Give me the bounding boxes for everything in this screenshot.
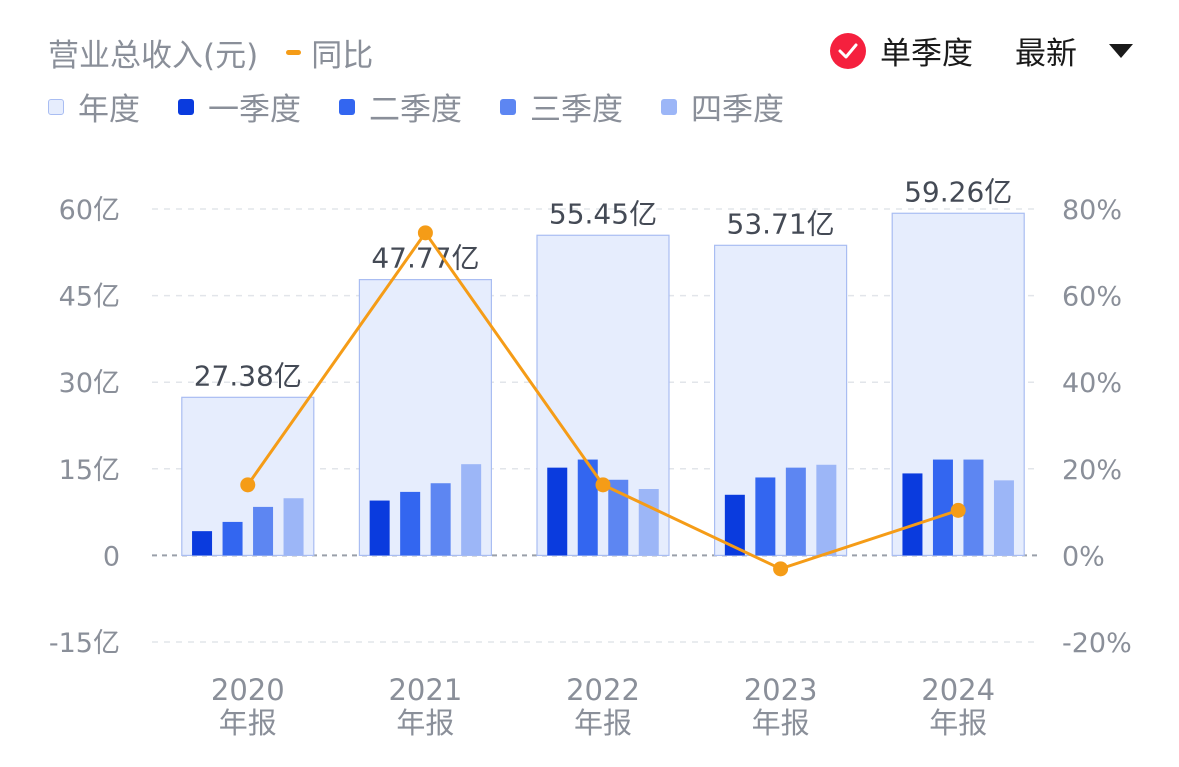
single-quarter-toggle[interactable]: 单季度 — [880, 36, 973, 72]
legend-item-q1[interactable]: 一季度 — [178, 84, 301, 129]
y-left-tick-label: -15亿 — [49, 628, 120, 659]
yoy-point — [417, 225, 433, 241]
x-tick-label-type: 年报 — [752, 706, 810, 740]
annual-value-label: 55.45亿 — [549, 197, 657, 230]
yoy-point — [950, 502, 966, 518]
legend-label-q4: 四季度 — [691, 92, 784, 128]
y-left-tick-label: 0 — [103, 541, 120, 572]
x-tick-label-type: 年报 — [929, 706, 987, 740]
latest-dropdown-label: 最新 — [1015, 36, 1077, 72]
quarter-bar-q1 — [369, 500, 390, 556]
legend-label-q2: 二季度 — [369, 92, 462, 128]
chart-controls: 单季度 最新 — [830, 28, 1133, 73]
annual-value-label: 27.38亿 — [194, 359, 302, 392]
quarter-bar-q4 — [283, 498, 304, 556]
quarter-bar-q2 — [577, 459, 598, 556]
x-tick-label-type: 年报 — [574, 706, 632, 740]
x-tick-label-year: 2024 — [921, 673, 995, 707]
legend-swatch-q4 — [661, 98, 677, 115]
legend-label-q3: 三季度 — [530, 92, 623, 128]
quarter-bar-q1 — [902, 473, 923, 556]
y-right-tick-label: 80% — [1062, 195, 1122, 226]
quarter-bar-q2 — [932, 459, 953, 556]
quarter-bar-q3 — [608, 479, 629, 556]
quarter-bar-q1 — [192, 531, 213, 556]
quarter-bar-q3 — [253, 506, 274, 556]
check-icon[interactable] — [830, 32, 866, 69]
chart-header: 营业总收入(元) 同比 — [48, 30, 373, 75]
quarter-bar-q2 — [400, 491, 421, 556]
y-right-tick-label: 60% — [1062, 282, 1122, 313]
legend-label-annual: 年度 — [78, 92, 140, 128]
legend-item-annual[interactable]: 年度 — [48, 84, 140, 129]
yoy-legend-label: 同比 — [311, 38, 374, 74]
yoy-legend-swatch — [286, 50, 302, 55]
quarter-bar-q4 — [816, 464, 837, 556]
x-tick-label-year: 2022 — [566, 673, 640, 707]
legend-swatch-q3 — [500, 98, 516, 115]
legend-swatch-q1 — [178, 98, 194, 115]
metric-title: 营业总收入(元) — [48, 38, 259, 74]
x-tick-label-type: 年报 — [219, 706, 277, 740]
y-right-tick-label: 0% — [1062, 541, 1105, 572]
quarter-bar-q3 — [430, 483, 451, 556]
quarter-bar-q4 — [638, 489, 659, 556]
quarter-bar-q3 — [785, 467, 806, 556]
y-left-tick-label: 45亿 — [59, 282, 120, 313]
x-tick-label-year: 2021 — [388, 673, 462, 707]
latest-dropdown[interactable]: 最新 — [1015, 28, 1133, 73]
legend-swatch-q2 — [339, 98, 355, 115]
annual-value-label: 47.77亿 — [371, 242, 479, 275]
annual-value-label: 53.71亿 — [727, 207, 835, 240]
quarter-bar-q4 — [461, 464, 482, 556]
yoy-point — [240, 477, 256, 493]
quarter-bar-q2 — [222, 521, 243, 556]
yoy-point — [773, 561, 789, 577]
y-right-tick-label: 20% — [1062, 455, 1122, 486]
quarter-bar-q3 — [963, 459, 984, 556]
quarter-bar-q1 — [724, 494, 745, 556]
annual-value-label: 59.26亿 — [904, 175, 1012, 208]
legend-item-q2[interactable]: 二季度 — [339, 84, 462, 129]
legend-item-q4[interactable]: 四季度 — [661, 84, 784, 129]
x-tick-label-year: 2020 — [211, 673, 285, 707]
legend-swatch-annual — [48, 98, 64, 115]
x-tick-label-year: 2023 — [744, 673, 818, 707]
y-left-tick-label: 15亿 — [59, 455, 120, 486]
series-legend: 年度 一季度 二季度 三季度 四季度 — [48, 84, 822, 129]
quarter-bar-q2 — [755, 477, 776, 556]
x-tick-label-type: 年报 — [396, 706, 454, 740]
legend-item-q3[interactable]: 三季度 — [500, 84, 623, 129]
yoy-point — [595, 477, 611, 493]
y-left-tick-label: 30亿 — [59, 368, 120, 399]
quarter-bar-q4 — [993, 480, 1014, 556]
caret-down-icon — [1109, 43, 1133, 58]
quarter-bar-q1 — [547, 467, 568, 556]
y-right-tick-label: 40% — [1062, 368, 1122, 399]
y-left-tick-label: 60亿 — [59, 195, 120, 226]
y-right-tick-label: -20% — [1062, 628, 1132, 659]
legend-label-q1: 一季度 — [208, 92, 301, 128]
